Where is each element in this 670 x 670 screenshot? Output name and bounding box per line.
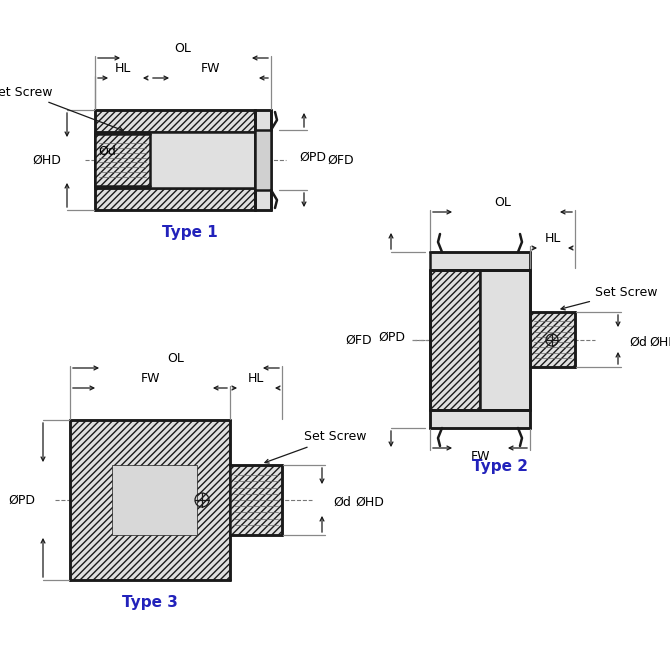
Bar: [430, 252, 530, 270]
Text: Ød: Ød: [629, 336, 647, 348]
Bar: [95, 134, 150, 186]
Text: ØPD: ØPD: [9, 494, 36, 507]
Text: Ød: Ød: [333, 496, 351, 509]
Bar: [95, 132, 255, 188]
Bar: [430, 270, 480, 410]
Bar: [530, 312, 575, 367]
Text: Type 3: Type 3: [122, 594, 178, 610]
Bar: [95, 188, 255, 210]
Text: Ød: Ød: [98, 145, 116, 157]
Text: HL: HL: [248, 373, 264, 385]
Bar: [430, 410, 530, 428]
Text: ØPD: ØPD: [378, 330, 405, 344]
Text: Type 2: Type 2: [472, 458, 528, 474]
Text: Type 1: Type 1: [162, 224, 218, 239]
Text: OL: OL: [175, 42, 192, 56]
Bar: [230, 465, 282, 535]
Text: ØPD: ØPD: [299, 151, 326, 163]
Bar: [112, 465, 197, 535]
Text: Set Screw: Set Screw: [265, 431, 366, 463]
Text: OL: OL: [494, 196, 511, 210]
Text: FW: FW: [140, 373, 159, 385]
Text: FW: FW: [470, 450, 490, 464]
Text: ØHD: ØHD: [355, 496, 384, 509]
Text: ØHD: ØHD: [649, 336, 670, 348]
Bar: [480, 270, 530, 410]
Text: ØHD: ØHD: [33, 153, 62, 167]
Bar: [95, 110, 255, 132]
Bar: [255, 110, 271, 210]
Text: OL: OL: [168, 352, 184, 366]
Text: HL: HL: [115, 62, 131, 76]
Text: ØFD: ØFD: [345, 334, 372, 346]
Text: HL: HL: [544, 232, 561, 245]
Bar: [70, 420, 230, 580]
Text: Set Screw: Set Screw: [0, 86, 123, 131]
Text: Set Screw: Set Screw: [561, 285, 657, 310]
Text: FW: FW: [201, 62, 220, 76]
Text: ØFD: ØFD: [327, 153, 354, 167]
Bar: [255, 130, 271, 190]
